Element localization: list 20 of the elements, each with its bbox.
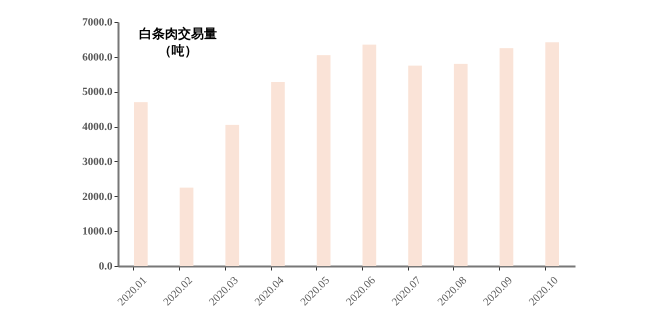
y-tick-label: 0.0: [98, 260, 113, 272]
y-tick-label: 6000.0: [82, 51, 113, 64]
bar: [180, 188, 194, 266]
bar: [408, 66, 422, 266]
bar: [362, 44, 376, 266]
chart-title: 白条肉交易量: [139, 26, 217, 41]
bar: [271, 82, 285, 266]
y-tick-label: 7000.0: [82, 16, 113, 28]
y-tick-label: 1000.0: [82, 226, 113, 238]
y-tick-label: 4000.0: [82, 121, 113, 134]
y-tick-label: 3000.0: [82, 156, 113, 168]
bar: [545, 42, 560, 266]
bar: [225, 124, 240, 266]
bar: [454, 64, 468, 266]
bar: [500, 48, 514, 266]
bar: [134, 102, 148, 266]
text: （吨）: [158, 43, 198, 58]
y-tick-label: 2000.0: [82, 190, 113, 203]
y-tick-label: 5000.0: [82, 86, 113, 98]
bar: [316, 55, 331, 266]
